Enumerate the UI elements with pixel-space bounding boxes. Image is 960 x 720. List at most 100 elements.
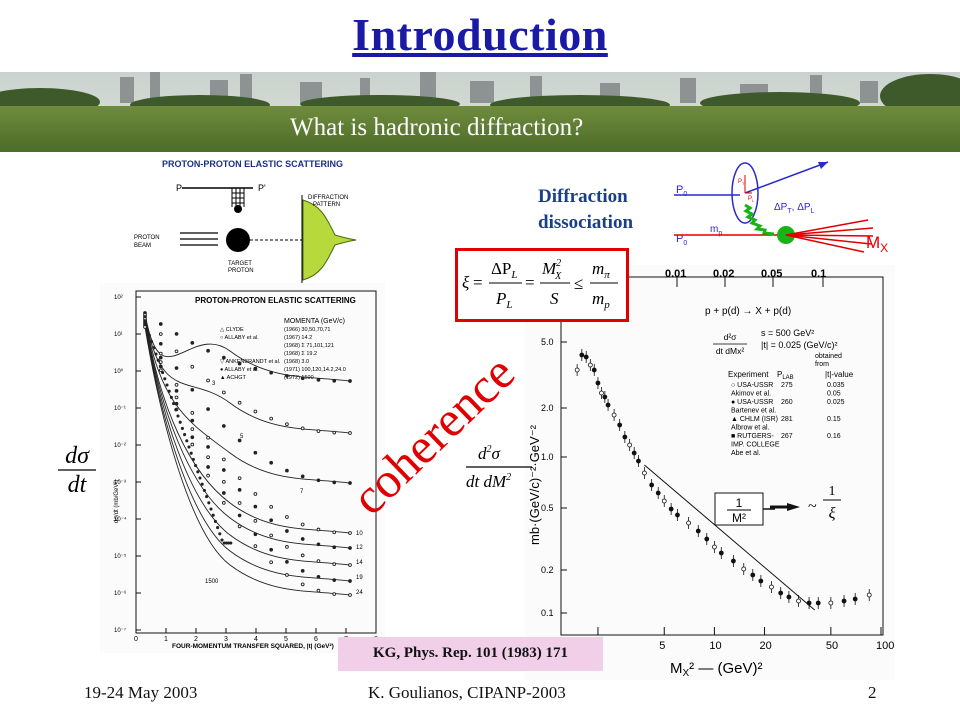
left-data-point (174, 382, 179, 387)
arrow-to-xi (787, 503, 800, 511)
schematic-target-label-2: PROTON (228, 268, 254, 274)
left-legend-value: (1968) Σ 19.2 (284, 351, 317, 357)
left-legend-value: (1972) 1500 (284, 375, 314, 381)
obtained-2: from (815, 361, 829, 368)
diffraction-dissociation-diagram: P0 P0 mp PT PL ΔPT, ΔPL MX (674, 161, 888, 255)
table-experiment: Bartenev et al. (731, 408, 776, 415)
right-data-point (815, 600, 821, 606)
left-x-tick: 1 (164, 636, 168, 643)
left-1500-point (152, 346, 156, 350)
left-data-point (285, 560, 289, 564)
left-data-point (221, 479, 226, 484)
slide-title: Introduction (352, 9, 608, 60)
left-legend-value: (1968) 3.0 (284, 359, 309, 365)
schematic-target-label-1: TARGET (228, 261, 252, 267)
left-data-point (348, 579, 352, 583)
right-data-point (668, 506, 674, 512)
right-bottom-tick: 50 (826, 640, 838, 652)
table-header-plab: PLAB (777, 370, 794, 381)
left-curve-label: 24 (356, 590, 363, 596)
table-plab: 281 (781, 416, 793, 423)
diffraction-word: Diffraction (538, 186, 628, 207)
footer-page-number: 2 (868, 683, 877, 702)
table-t-value: 0.15 (827, 416, 841, 423)
inv-xi-den: ξ (829, 505, 836, 522)
left-data-point (348, 563, 352, 567)
schematic-small-proton (234, 205, 242, 213)
p0-top-label: P0 (676, 184, 687, 198)
right-data-point (741, 566, 747, 572)
left-data-point (174, 349, 179, 354)
le-sign: ≤ (574, 274, 583, 293)
right-plot-ylabel: mb·(GeV/c)⁻²·GeV⁻² (527, 424, 542, 545)
left-1500-point (172, 402, 176, 406)
schematic-title: PROTON-PROTON ELASTIC SCATTERING (162, 159, 343, 169)
dsigma-dt-denominator: dt (68, 472, 88, 495)
ds-formula-num: d²σ (724, 332, 738, 342)
left-data-point (332, 480, 337, 485)
left-data-point (300, 426, 305, 431)
left-data-point (348, 546, 352, 550)
inv-xi-num: 1 (829, 484, 836, 499)
left-1500-point (196, 470, 200, 474)
outgoing-proton-line (744, 161, 829, 194)
left-1500-point (200, 482, 204, 486)
left-data-point (348, 481, 352, 485)
left-y-tick: 10⁻⁷ (114, 627, 126, 634)
left-data-point (190, 435, 195, 440)
right-data-point (730, 558, 736, 564)
left-data-point (300, 522, 305, 527)
right-data-point (796, 598, 801, 604)
cond-t: |t| = 0.025 (GeV/c)² (761, 340, 837, 350)
left-data-point (285, 422, 289, 427)
left-data-point (206, 473, 210, 478)
right-bottom-tick: 100 (876, 640, 894, 652)
right-data-point (686, 520, 691, 526)
left-data-point (253, 450, 258, 455)
right-data-point (599, 390, 604, 396)
right-data-point (627, 442, 633, 448)
schematic-target-proton (226, 228, 250, 252)
right-data-point (602, 394, 608, 400)
left-data-point (332, 578, 337, 582)
xi-symbol: ξ (462, 273, 470, 292)
left-data-point (332, 430, 337, 435)
right-data-point (718, 550, 724, 556)
left-data-point (348, 531, 352, 535)
reaction-label: p + p(d) → X + p(d) (705, 306, 791, 317)
right-data-point (611, 412, 617, 418)
left-legend-label: ▽ ANKENBRANDT et al. (220, 359, 281, 365)
left-plot-xlabel: FOUR-MOMENTUM TRANSFER SQUARED, |t| (GeV… (172, 643, 334, 650)
left-data-point (285, 573, 289, 577)
left-data-point (316, 429, 321, 433)
table-experiment: Abe et al. (731, 450, 761, 457)
right-data-point (661, 498, 667, 504)
left-1500-point (216, 526, 220, 530)
left-1500-point (198, 476, 202, 480)
left-x-tick: 3 (224, 636, 228, 643)
left-data-point (237, 524, 242, 529)
one-over-m2-box (714, 492, 764, 526)
left-y-tick: 10⁻¹ (114, 406, 126, 412)
left-data-point (190, 427, 195, 431)
table-experiment: ■ RUTGERS- (731, 433, 774, 440)
mp-den: mp (592, 289, 610, 311)
right-data-point (636, 458, 641, 464)
left-1500-point (180, 426, 184, 430)
left-y-tick: 10⁻⁴ (114, 516, 127, 523)
left-curve-label: 10 (356, 531, 363, 537)
right-data-point (622, 434, 628, 440)
left-data-point (237, 513, 242, 518)
schematic-beam-label-2: BEAM (134, 243, 151, 249)
dissociation-word: dissociation (538, 212, 634, 233)
left-data-point (316, 542, 321, 547)
left-data-point (206, 435, 210, 440)
right-data-point (695, 528, 701, 534)
dsigma-dt-numerator: dσ (65, 443, 90, 469)
left-x-tick: 5 (284, 636, 288, 643)
left-data-point (285, 374, 289, 378)
left-data-point (253, 532, 258, 537)
left-1500-point (154, 352, 158, 356)
left-1500-point (202, 488, 206, 492)
elastic-scattering-plot: PROTON-PROTON ELASTIC SCATTERING 10² 10¹ 1… (100, 283, 385, 653)
